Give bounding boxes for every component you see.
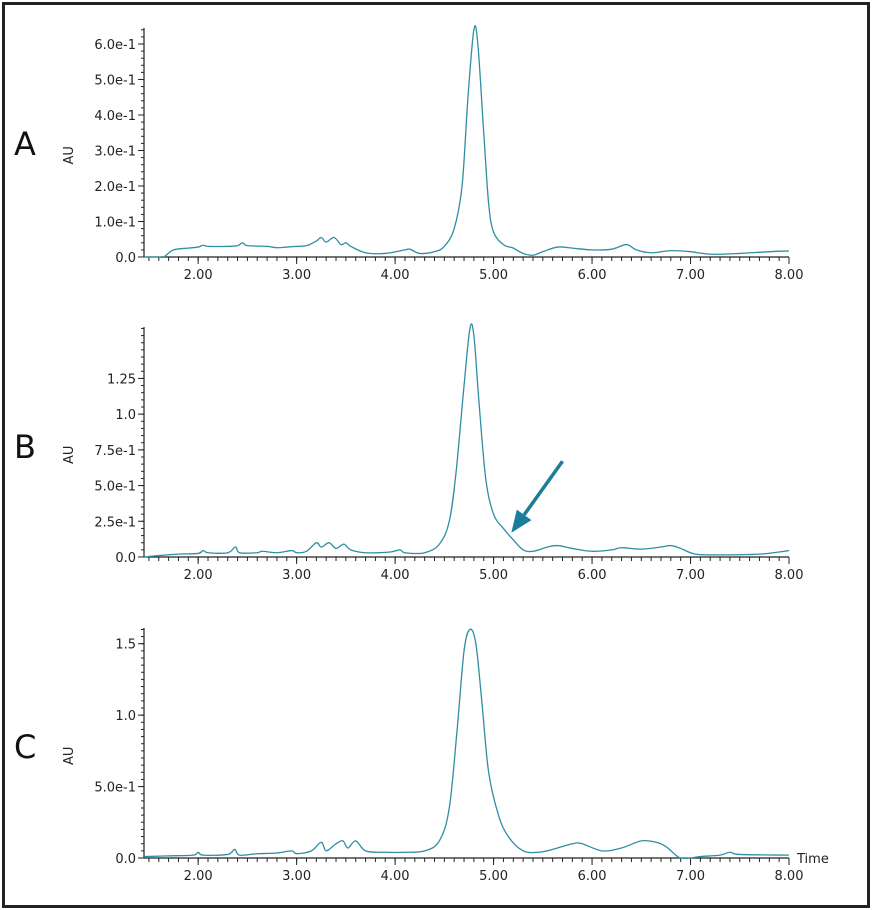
y-tick-label: 1.0e-1	[94, 215, 136, 230]
x-tick-label: 2.00	[184, 268, 213, 283]
x-tick-label: 7.00	[676, 268, 705, 283]
x-tick-label: 6.00	[578, 869, 607, 884]
chromatogram-trace	[143, 628, 790, 859]
y-tick-label: 1.25	[107, 372, 136, 387]
x-tick-label: 7.00	[676, 869, 705, 884]
y-tick-label: 0.0	[115, 251, 136, 266]
y-tick-label: 5.0e-1	[94, 781, 136, 796]
x-tick-label: 5.00	[479, 268, 508, 283]
x-tick-label: 5.00	[479, 568, 508, 583]
y-tick-label: 2.0e-1	[94, 180, 136, 195]
y-tick-label: 6.0e-1	[94, 38, 136, 53]
x-tick-label: 3.00	[282, 268, 311, 283]
y-tick-label: 7.5e-1	[94, 444, 136, 459]
panel-label: B	[14, 428, 36, 466]
y-axis-title: AU	[62, 446, 77, 464]
x-tick-label: 3.00	[282, 869, 311, 884]
panel-label: A	[14, 125, 36, 163]
x-tick-label: 4.00	[381, 268, 410, 283]
annotation-arrow-shaft	[522, 460, 564, 516]
y-tick-label: 0.0	[115, 852, 136, 867]
y-axis-title: AU	[62, 146, 77, 164]
x-axis-title: Time	[796, 852, 829, 867]
y-tick-label: 1.0	[115, 408, 136, 423]
annotation-arrow-head	[511, 509, 532, 533]
x-tick-label: 3.00	[282, 568, 311, 583]
x-tick-label: 8.00	[775, 268, 804, 283]
y-tick-label: 3.0e-1	[94, 144, 136, 159]
chart-panel-c: C AU 0.0 5.0e-1 1.0 1.5 2.00 3.00 4.00 5.00 6.00 7.…	[14, 628, 829, 884]
y-tick-label: 2.5e-1	[94, 515, 136, 530]
x-tick-label: 4.00	[381, 568, 410, 583]
x-tick-label: 8.00	[775, 568, 804, 583]
y-tick-label: 1.0	[115, 709, 136, 724]
y-axis-title: AU	[62, 747, 77, 765]
y-tick-label: 5.0e-1	[94, 480, 136, 495]
y-tick-label: 1.5	[115, 638, 136, 653]
panel-label: C	[14, 728, 36, 766]
chart-panel-b: B AU 0.0 2.5e-1 5.0e-1 7.5e-1 1.0 1.25 2.00 3.00 4…	[14, 323, 804, 583]
x-tick-label: 2.00	[184, 568, 213, 583]
x-tick-label: 6.00	[578, 568, 607, 583]
y-tick-label: 5.0e-1	[94, 73, 136, 88]
x-tick-label: 8.00	[775, 869, 804, 884]
y-tick-label: 4.0e-1	[94, 109, 136, 124]
x-tick-label: 2.00	[184, 869, 213, 884]
y-tick-label: 0.0	[115, 551, 136, 566]
chart-panel-a: A AU 0.0 1.0e-1 2.0e-1 3.0e-1 4.0e-1 5.0e-1 6.0e…	[14, 25, 804, 283]
x-tick-label: 4.00	[381, 869, 410, 884]
x-tick-label: 6.00	[578, 268, 607, 283]
chromatogram-trace	[143, 25, 790, 259]
chromatogram-trace	[143, 323, 790, 558]
x-tick-label: 7.00	[676, 568, 705, 583]
x-tick-label: 5.00	[479, 869, 508, 884]
